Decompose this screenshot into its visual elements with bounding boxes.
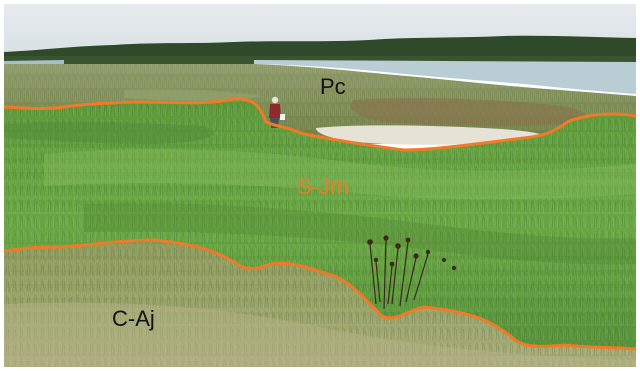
marsh-photo: Pc S-Jm C-Aj <box>4 4 636 367</box>
marsh-scene: Pc S-Jm C-Aj <box>4 4 636 367</box>
lower-zone-boundary <box>4 238 636 351</box>
pc-zone-label: Pc <box>320 74 346 99</box>
rush-seedheads <box>367 235 457 310</box>
water <box>254 60 636 94</box>
upper-zone-boundary <box>4 97 636 152</box>
s-jm-zone-label: S-Jm <box>297 174 348 199</box>
sand-patch <box>316 125 546 145</box>
c-aj-zone-label: C-Aj <box>112 306 155 331</box>
